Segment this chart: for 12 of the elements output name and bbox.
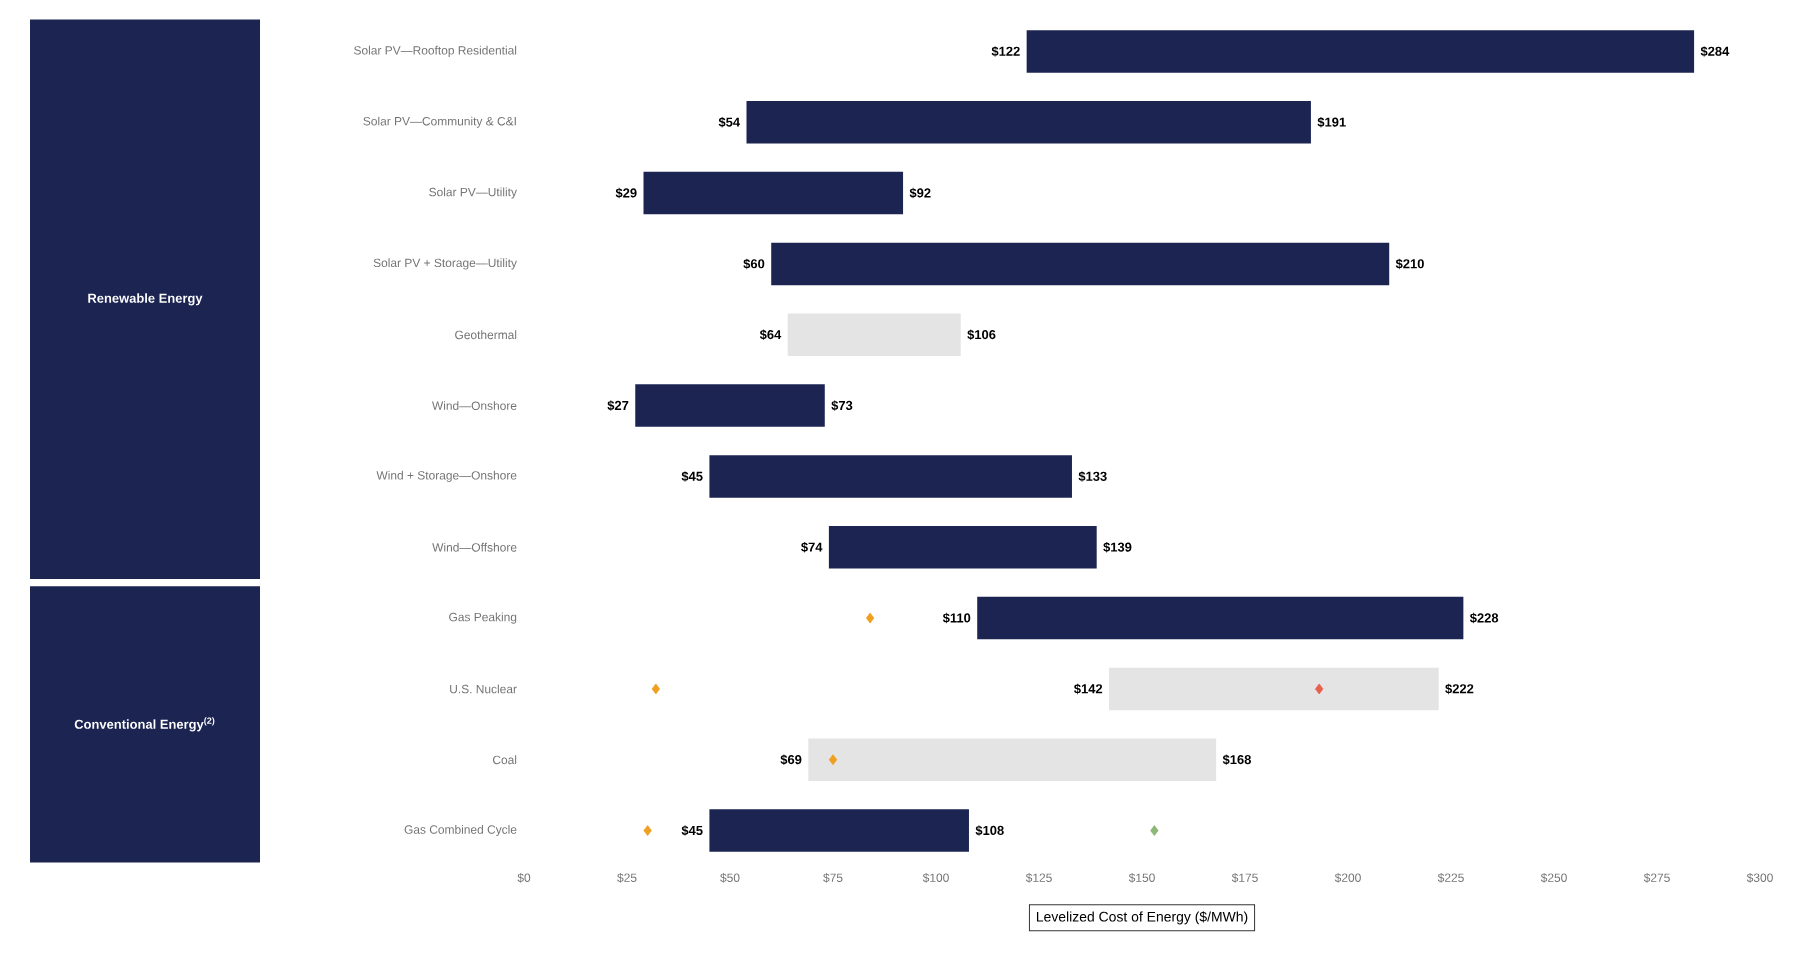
bar (828, 525, 1097, 569)
bar (977, 596, 1464, 640)
bar (635, 384, 825, 427)
bar (1026, 30, 1695, 73)
bar (771, 242, 1390, 286)
bar (709, 809, 969, 852)
bar (709, 455, 1072, 498)
bar (746, 100, 1311, 144)
bar (787, 313, 961, 356)
bar (808, 738, 1217, 781)
bar (643, 171, 904, 215)
bar (1109, 667, 1439, 711)
